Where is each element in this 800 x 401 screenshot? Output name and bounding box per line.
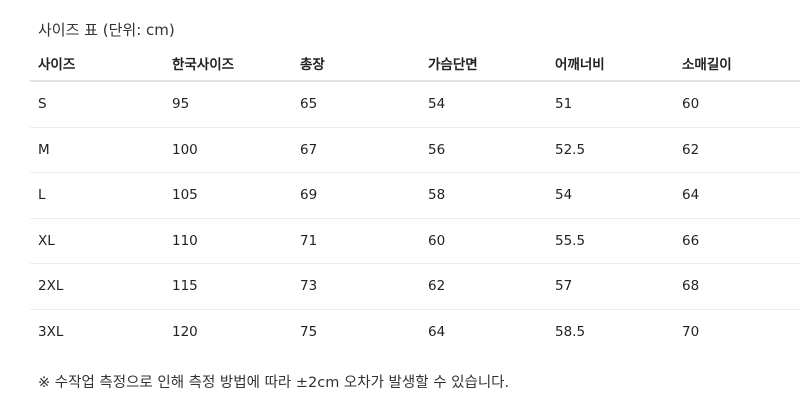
table-cell: 56 <box>428 141 446 158</box>
table-cell: 52.5 <box>555 141 586 158</box>
table-cell: XL <box>38 232 55 249</box>
table-cell: S <box>38 96 47 113</box>
table-row: M 100 67 56 52.5 62 <box>30 128 800 173</box>
table-cell: 2XL <box>38 278 64 295</box>
table-cell: 69 <box>300 187 318 204</box>
table-cell: M <box>38 141 50 158</box>
size-table: 사이즈 한국사이즈 총장 가슴단면 어깨너비 소매길이 S 95 65 54 51 60 M… <box>30 46 800 354</box>
table-cell: 54 <box>555 187 573 204</box>
table-cell: 67 <box>300 141 318 158</box>
header-korean-size: 한국사이즈 <box>172 57 235 73</box>
table-cell: 51 <box>555 96 573 113</box>
table-cell: 73 <box>300 278 318 295</box>
table-cell: 115 <box>172 278 198 295</box>
table-cell: 55.5 <box>555 232 586 249</box>
table-cell: 71 <box>300 232 318 249</box>
table-cell: 58 <box>428 187 446 204</box>
table-cell: 68 <box>682 278 700 295</box>
table-header-row: 사이즈 한국사이즈 총장 가슴단면 어깨너비 소매길이 <box>30 46 800 82</box>
header-sleeve-length: 소매길이 <box>682 57 732 73</box>
table-cell: 110 <box>172 232 198 249</box>
table-cell: 60 <box>428 232 446 249</box>
table-row: 3XL 120 75 64 58.5 70 <box>30 310 800 355</box>
size-chart-title: 사이즈 표 (단위: cm) <box>38 21 175 39</box>
table-cell: 120 <box>172 323 198 340</box>
table-cell: 57 <box>555 278 573 295</box>
table-cell: 70 <box>682 323 700 340</box>
table-cell: 64 <box>682 187 700 204</box>
measurement-note: ※ 수작업 측정으로 인해 측정 방법에 따라 ±2cm 오차가 발생할 수 있… <box>38 375 510 391</box>
table-cell: 58.5 <box>555 323 586 340</box>
table-cell: 66 <box>682 232 700 249</box>
header-shoulder-width: 어깨너비 <box>555 57 605 73</box>
table-cell: 100 <box>172 141 198 158</box>
table-cell: 62 <box>682 141 700 158</box>
table-cell: L <box>38 187 46 204</box>
table-cell: 105 <box>172 187 198 204</box>
header-chest-width: 가슴단면 <box>428 57 478 73</box>
table-cell: 60 <box>682 96 700 113</box>
table-cell: 64 <box>428 323 446 340</box>
table-row: XL 110 71 60 55.5 66 <box>30 219 800 264</box>
table-cell: 3XL <box>38 323 64 340</box>
table-cell: 75 <box>300 323 318 340</box>
table-cell: 65 <box>300 96 318 113</box>
table-cell: 54 <box>428 96 446 113</box>
header-size: 사이즈 <box>38 57 76 73</box>
table-row: S 95 65 54 51 60 <box>30 82 800 128</box>
table-row: L 105 69 58 54 64 <box>30 173 800 219</box>
table-cell: 95 <box>172 96 190 113</box>
table-row: 2XL 115 73 62 57 68 <box>30 264 800 310</box>
table-cell: 62 <box>428 278 446 295</box>
header-total-length: 총장 <box>300 57 325 73</box>
